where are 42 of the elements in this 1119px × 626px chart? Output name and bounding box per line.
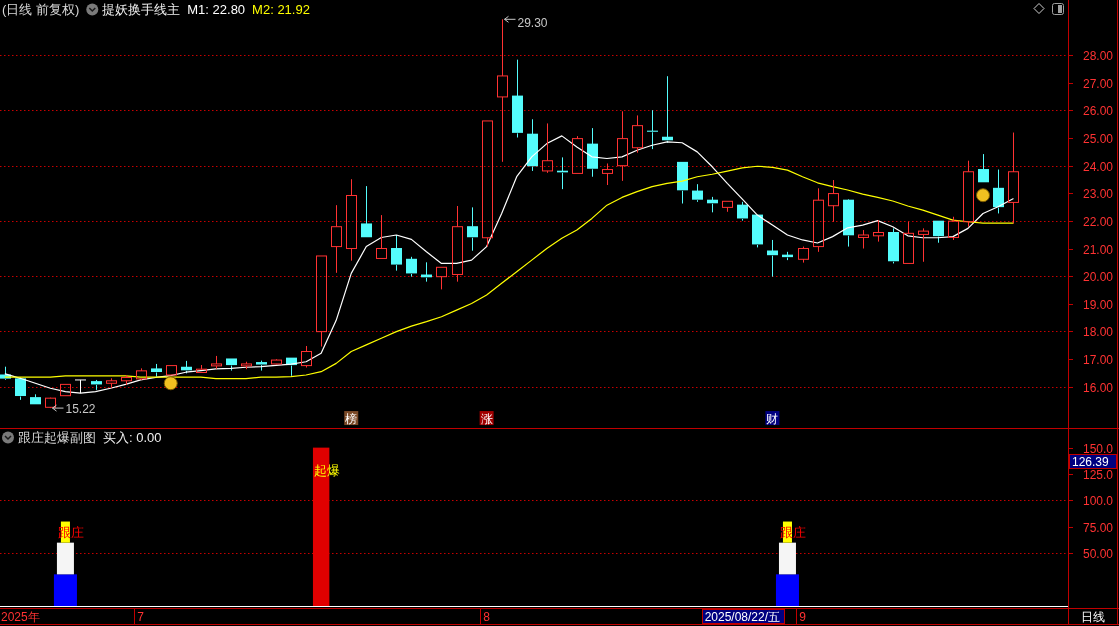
text: M2: 21.92	[252, 2, 310, 17]
y-tick-label: 25.00	[1083, 132, 1114, 146]
y-tick-label: 26.00	[1083, 104, 1114, 118]
bar	[53, 574, 77, 606]
y-tick-label: 17.00	[1083, 353, 1114, 367]
data-label: 涨	[480, 411, 493, 426]
bar	[56, 542, 74, 575]
chart-subtitle: 提妖换手线主	[102, 2, 181, 17]
x-tick-label: 7	[137, 609, 145, 624]
y-tick-label: 150.0	[1083, 442, 1114, 456]
data-label: 财	[766, 411, 779, 426]
annotation: 15.22	[65, 402, 96, 417]
y-tick-label: 50.00	[1083, 547, 1114, 561]
y-tick-label: 27.00	[1083, 77, 1114, 91]
point	[976, 188, 991, 203]
y-tick-label: 19.00	[1083, 298, 1114, 312]
text: 日线	[1081, 609, 1105, 624]
x-tick-label: 9	[799, 609, 807, 624]
point	[163, 376, 178, 391]
chart-subtitle: 买入: 0.00	[103, 430, 162, 445]
chart-title: (日线 前复权)	[2, 2, 80, 17]
bar	[778, 542, 796, 575]
y-tick-label: 23.00	[1083, 187, 1114, 201]
y-tick-label: 21.00	[1083, 243, 1114, 257]
annotation: 29.30	[517, 16, 548, 31]
y-tick-label: 24.00	[1083, 160, 1114, 174]
x-tick-label: 8	[483, 609, 491, 624]
x-tick-label: 2025年	[0, 609, 40, 624]
y-tick-label: 75.00	[1083, 521, 1114, 535]
y-tick-label: 28.00	[1083, 49, 1114, 63]
text: M1: 22.80	[187, 2, 246, 17]
y-tick-label: 18.00	[1083, 325, 1114, 339]
y-tick-label: 125.0	[1083, 468, 1114, 482]
y-tick-label: 22.00	[1083, 215, 1114, 229]
text: 126.39	[1072, 455, 1110, 469]
y-tick-label: 20.00	[1083, 270, 1114, 284]
data-label: 榜	[345, 411, 358, 426]
chart-title: 跟庄起爆副图	[18, 430, 96, 445]
y-tick-label: 100.0	[1083, 494, 1114, 508]
x-tick-label: 2025/08/22/五	[704, 609, 781, 624]
bar	[775, 574, 799, 606]
y-tick-label: 16.00	[1083, 381, 1114, 395]
